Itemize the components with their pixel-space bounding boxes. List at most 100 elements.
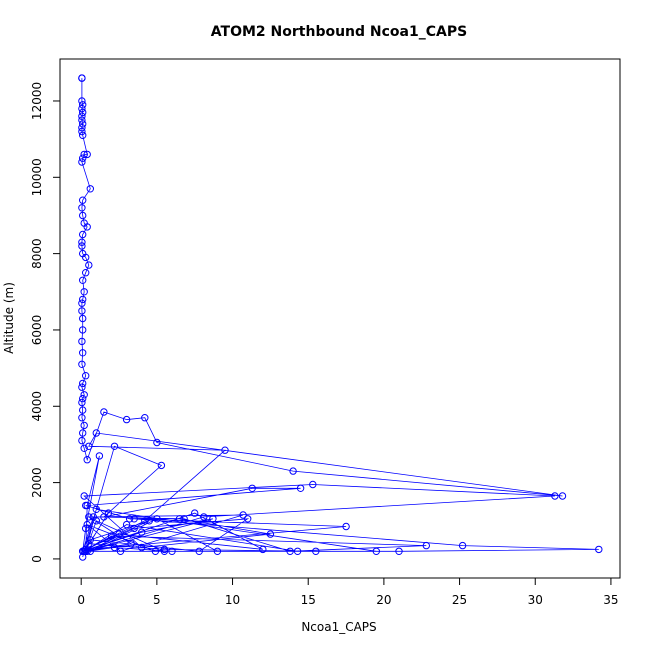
data-point bbox=[259, 545, 267, 554]
data-point bbox=[195, 547, 203, 555]
data-point bbox=[78, 436, 86, 445]
data-point bbox=[395, 547, 403, 555]
data-point bbox=[372, 547, 380, 555]
data-point bbox=[293, 547, 302, 555]
data-point bbox=[86, 536, 95, 544]
data-point bbox=[107, 532, 116, 540]
x-tick-label: 35 bbox=[603, 593, 618, 607]
data-point bbox=[79, 406, 87, 414]
data-point bbox=[191, 509, 199, 517]
data-point bbox=[78, 104, 86, 113]
data-point bbox=[92, 517, 101, 525]
data-point bbox=[110, 543, 119, 552]
data-point bbox=[78, 158, 86, 166]
x-axis: 0 5 10 15 20 25 30 35 bbox=[77, 577, 619, 607]
data-point bbox=[78, 360, 86, 368]
data-point bbox=[79, 211, 87, 220]
data-point bbox=[83, 223, 91, 231]
data-point bbox=[78, 116, 86, 124]
data-point bbox=[79, 314, 87, 323]
y-tick-label: 10000 bbox=[30, 158, 44, 196]
data-point bbox=[86, 185, 95, 193]
data-point bbox=[79, 131, 87, 140]
data-point bbox=[180, 515, 188, 523]
data-point bbox=[82, 253, 90, 262]
data-point bbox=[79, 326, 87, 334]
data-point bbox=[595, 545, 603, 554]
data-point bbox=[153, 438, 161, 447]
data-point bbox=[83, 520, 91, 529]
data-point bbox=[78, 127, 86, 136]
data-point bbox=[422, 541, 430, 550]
data-point bbox=[78, 204, 86, 212]
data-point bbox=[95, 452, 104, 460]
data-point bbox=[85, 261, 93, 269]
data-point bbox=[127, 540, 135, 548]
data-point bbox=[122, 520, 131, 529]
data-point bbox=[78, 307, 86, 315]
data-point bbox=[116, 547, 125, 555]
data-point bbox=[168, 547, 176, 555]
data-point bbox=[312, 547, 320, 555]
data-point bbox=[221, 446, 229, 454]
data-point bbox=[79, 120, 87, 128]
data-point bbox=[79, 379, 87, 388]
y-axis-label: Altitude (m) bbox=[2, 282, 16, 354]
data-point bbox=[151, 547, 160, 555]
series-line bbox=[81, 78, 599, 558]
data-point bbox=[130, 524, 138, 533]
data-point bbox=[78, 124, 86, 132]
x-tick-label: 15 bbox=[301, 593, 316, 607]
data-point bbox=[157, 461, 166, 470]
data-point bbox=[80, 421, 88, 430]
data-point bbox=[83, 456, 91, 464]
data-point bbox=[551, 492, 559, 500]
data-point bbox=[78, 398, 86, 407]
data-point bbox=[79, 154, 87, 162]
data-point bbox=[79, 429, 87, 437]
data-point bbox=[79, 553, 87, 561]
y-tick-label: 6000 bbox=[30, 315, 44, 346]
data-point bbox=[82, 372, 90, 380]
data-point bbox=[141, 517, 149, 525]
x-axis-label: Ncoa1_CAPS bbox=[301, 620, 376, 634]
data-point bbox=[342, 522, 350, 531]
data-point bbox=[110, 442, 119, 450]
data-point bbox=[125, 515, 134, 523]
data-series bbox=[78, 74, 603, 561]
data-point bbox=[115, 530, 123, 538]
y-tick-label: 4000 bbox=[30, 391, 44, 422]
data-point bbox=[78, 414, 86, 422]
y-tick-label: 2000 bbox=[30, 467, 44, 498]
data-point bbox=[78, 337, 86, 346]
data-point bbox=[79, 196, 87, 204]
data-point bbox=[138, 543, 146, 552]
data-point bbox=[145, 517, 154, 525]
data-point bbox=[79, 108, 87, 117]
data-point bbox=[82, 269, 90, 277]
y-tick-label: 8000 bbox=[30, 238, 44, 269]
data-point bbox=[78, 74, 86, 82]
data-point bbox=[78, 242, 86, 250]
data-point bbox=[79, 349, 87, 357]
data-point bbox=[239, 511, 247, 519]
data-point bbox=[458, 541, 467, 550]
data-point bbox=[79, 230, 87, 239]
x-tick-label: 5 bbox=[153, 593, 161, 607]
data-point bbox=[104, 509, 113, 517]
data-point bbox=[138, 528, 146, 536]
data-point bbox=[78, 238, 86, 246]
data-point bbox=[78, 383, 86, 391]
data-point bbox=[248, 484, 256, 492]
data-point bbox=[83, 501, 91, 510]
x-tick-label: 25 bbox=[452, 593, 467, 607]
data-point bbox=[558, 492, 567, 500]
data-point bbox=[200, 513, 208, 521]
data-point bbox=[209, 515, 217, 523]
plot-frame bbox=[59, 58, 621, 579]
data-point bbox=[92, 505, 101, 513]
data-point bbox=[80, 288, 88, 296]
data-point bbox=[213, 547, 222, 555]
